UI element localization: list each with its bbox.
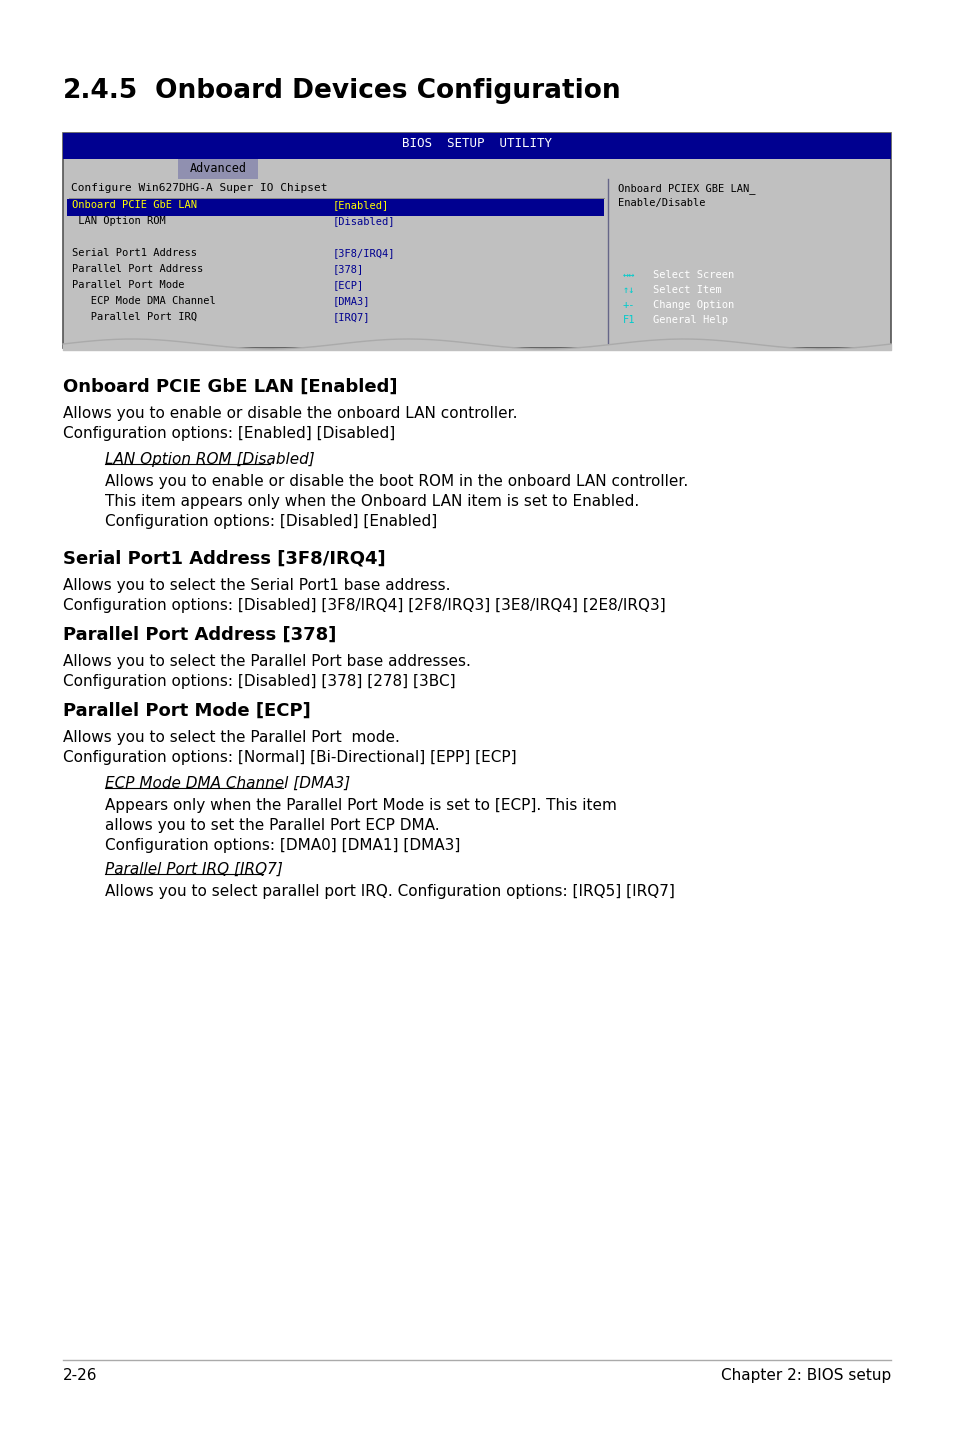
Text: ECP Mode DMA Channel [DMA3]: ECP Mode DMA Channel [DMA3] bbox=[105, 777, 350, 791]
Bar bbox=[63, 132, 890, 160]
Text: Onboard PCIE GbE LAN: Onboard PCIE GbE LAN bbox=[71, 200, 196, 210]
Text: Configuration options: [Normal] [Bi-Directional] [EPP] [ECP]: Configuration options: [Normal] [Bi-Dire… bbox=[63, 751, 517, 765]
Text: allows you to set the Parallel Port ECP DMA.: allows you to set the Parallel Port ECP … bbox=[105, 818, 439, 833]
Text: Onboard Devices Configuration: Onboard Devices Configuration bbox=[154, 78, 620, 104]
Text: Chapter 2: BIOS setup: Chapter 2: BIOS setup bbox=[720, 1368, 890, 1383]
Text: Onboard PCIE GbE LAN [Enabled]: Onboard PCIE GbE LAN [Enabled] bbox=[63, 378, 397, 395]
Text: Configuration options: [DMA0] [DMA1] [DMA3]: Configuration options: [DMA0] [DMA1] [DM… bbox=[105, 838, 460, 853]
Text: Allows you to select the Serial Port1 base address.: Allows you to select the Serial Port1 ba… bbox=[63, 578, 450, 592]
Text: F1: F1 bbox=[622, 315, 635, 325]
Text: Parallel Port Mode [ECP]: Parallel Port Mode [ECP] bbox=[63, 702, 311, 720]
Text: ↔↔: ↔↔ bbox=[622, 270, 635, 280]
Text: [ECP]: [ECP] bbox=[333, 280, 364, 290]
Text: Serial Port1 Address [3F8/IRQ4]: Serial Port1 Address [3F8/IRQ4] bbox=[63, 549, 385, 568]
Bar bbox=[67, 198, 603, 216]
Text: [DMA3]: [DMA3] bbox=[333, 296, 370, 306]
Text: Allows you to enable or disable the boot ROM in the onboard LAN controller.: Allows you to enable or disable the boot… bbox=[105, 475, 687, 489]
Bar bbox=[178, 160, 257, 178]
Text: +-: +- bbox=[622, 301, 635, 311]
Text: Configuration options: [Disabled] [Enabled]: Configuration options: [Disabled] [Enabl… bbox=[105, 513, 436, 529]
Text: Select Screen: Select Screen bbox=[652, 270, 734, 280]
Text: This item appears only when the Onboard LAN item is set to Enabled.: This item appears only when the Onboard … bbox=[105, 495, 639, 509]
Text: LAN Option ROM [Disabled]: LAN Option ROM [Disabled] bbox=[105, 452, 314, 467]
Text: Configuration options: [Disabled] [3F8/IRQ4] [2F8/IRQ3] [3E8/IRQ4] [2E8/IRQ3]: Configuration options: [Disabled] [3F8/I… bbox=[63, 598, 665, 613]
Text: Change Option: Change Option bbox=[652, 301, 734, 311]
Text: [Enabled]: [Enabled] bbox=[333, 200, 389, 210]
Text: Configuration options: [Enabled] [Disabled]: Configuration options: [Enabled] [Disabl… bbox=[63, 426, 395, 441]
Text: Parallel Port IRQ [IRQ7]: Parallel Port IRQ [IRQ7] bbox=[105, 861, 283, 877]
Text: LAN Option ROM: LAN Option ROM bbox=[71, 216, 166, 226]
Text: 2.4.5: 2.4.5 bbox=[63, 78, 138, 104]
Text: ↑↓: ↑↓ bbox=[622, 285, 635, 295]
Text: Configuration options: [Disabled] [378] [278] [3BC]: Configuration options: [Disabled] [378] … bbox=[63, 674, 456, 689]
Text: Enable/Disable: Enable/Disable bbox=[618, 198, 705, 209]
Text: Appears only when the Parallel Port Mode is set to [ECP]. This item: Appears only when the Parallel Port Mode… bbox=[105, 798, 617, 812]
Text: Parallel Port Address: Parallel Port Address bbox=[71, 265, 203, 275]
Text: Allows you to select parallel port IRQ. Configuration options: [IRQ5] [IRQ7]: Allows you to select parallel port IRQ. … bbox=[105, 884, 674, 899]
Text: General Help: General Help bbox=[652, 315, 727, 325]
Text: [378]: [378] bbox=[333, 265, 364, 275]
Text: Allows you to select the Parallel Port base addresses.: Allows you to select the Parallel Port b… bbox=[63, 654, 471, 669]
Text: Select Item: Select Item bbox=[652, 285, 721, 295]
Text: Parallel Port IRQ: Parallel Port IRQ bbox=[71, 312, 196, 322]
Text: 2-26: 2-26 bbox=[63, 1368, 97, 1383]
Text: Allows you to select the Parallel Port  mode.: Allows you to select the Parallel Port m… bbox=[63, 731, 399, 745]
Text: [Disabled]: [Disabled] bbox=[333, 216, 395, 226]
Text: Parallel Port Address [378]: Parallel Port Address [378] bbox=[63, 626, 336, 644]
Text: ECP Mode DMA Channel: ECP Mode DMA Channel bbox=[71, 296, 215, 306]
Text: Parallel Port Mode: Parallel Port Mode bbox=[71, 280, 184, 290]
Text: Configure Win627DHG-A Super IO Chipset: Configure Win627DHG-A Super IO Chipset bbox=[71, 183, 327, 193]
Text: [IRQ7]: [IRQ7] bbox=[333, 312, 370, 322]
Bar bbox=[63, 132, 890, 348]
Text: Allows you to enable or disable the onboard LAN controller.: Allows you to enable or disable the onbo… bbox=[63, 406, 517, 421]
Text: Onboard PCIEX GBE LAN_: Onboard PCIEX GBE LAN_ bbox=[618, 183, 755, 194]
Text: BIOS  SETUP  UTILITY: BIOS SETUP UTILITY bbox=[401, 137, 552, 150]
Text: [3F8/IRQ4]: [3F8/IRQ4] bbox=[333, 247, 395, 257]
Text: Advanced: Advanced bbox=[190, 162, 246, 175]
Text: Serial Port1 Address: Serial Port1 Address bbox=[71, 247, 196, 257]
